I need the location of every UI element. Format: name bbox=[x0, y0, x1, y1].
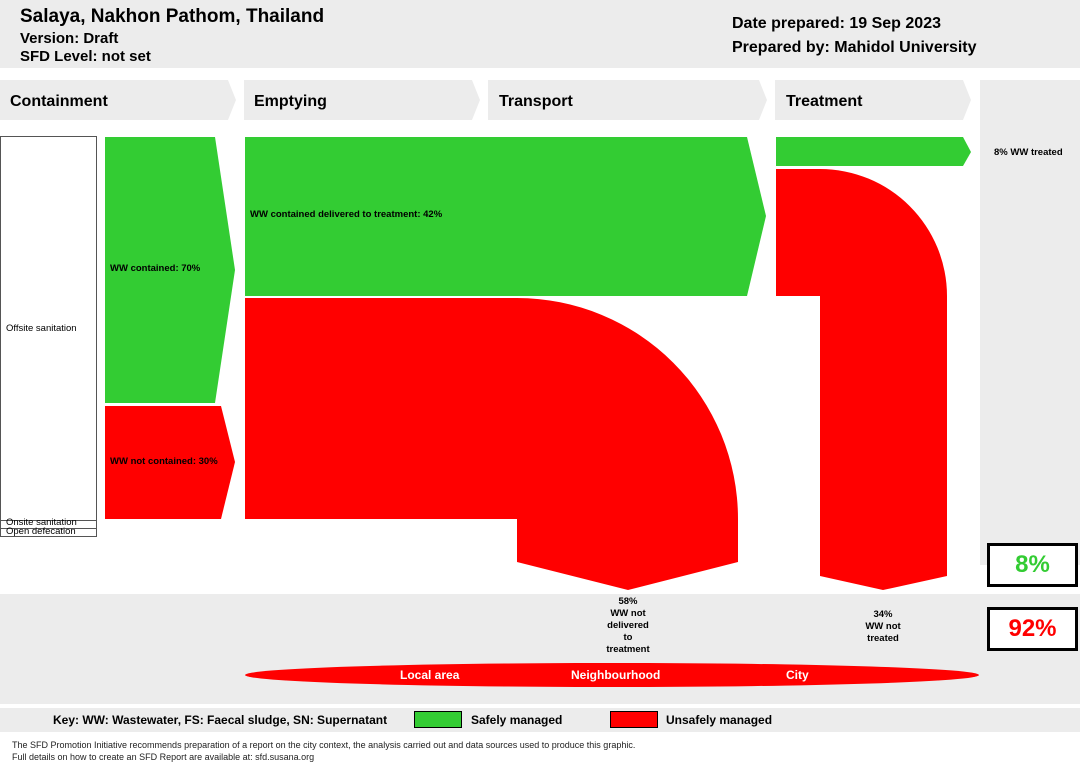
onsite-sanitation-label: Onsite sanitation bbox=[6, 517, 77, 528]
stage-label-containment: Containment bbox=[10, 93, 108, 110]
prepared-by: Prepared by: Mahidol University bbox=[732, 39, 977, 56]
safe-swatch bbox=[414, 711, 462, 728]
ww-not-contained-arrow bbox=[105, 406, 235, 519]
ww-delivered-label: WW contained delivered to treatment: 42% bbox=[250, 209, 443, 220]
stage-arrow-transport bbox=[488, 80, 767, 120]
ww-not-treated-flow bbox=[776, 169, 947, 590]
sfd-level-label: SFD Level: not set bbox=[20, 48, 151, 65]
key-bar bbox=[0, 708, 1080, 732]
header-band bbox=[0, 0, 1080, 68]
ww-not-contained-label: WW not contained: 30% bbox=[110, 456, 218, 467]
key-text: Key: WW: Wastewater, FS: Faecal sludge, … bbox=[53, 713, 388, 727]
not-delivered-line: treatment bbox=[606, 644, 650, 655]
ww-not-delivered-flow bbox=[245, 298, 738, 590]
not-treated-label: 34% WW not treated bbox=[843, 609, 923, 645]
version-label: Version: Draft bbox=[20, 30, 119, 47]
outcome-column bbox=[980, 80, 1080, 565]
unsafe-total-box: 92% bbox=[987, 607, 1078, 651]
city-title: Salaya, Nakhon Pathom, Thailand bbox=[20, 6, 325, 27]
ww-contained-label: WW contained: 70% bbox=[110, 263, 201, 274]
safe-total-box: 8% bbox=[987, 543, 1078, 587]
ww-contained-arrow bbox=[105, 137, 235, 403]
stage-label-transport: Transport bbox=[499, 93, 573, 110]
unsafe-key-label: Unsafely managed bbox=[666, 713, 773, 727]
offsite-sanitation-box bbox=[0, 136, 97, 521]
not-treated-line: WW not bbox=[865, 621, 901, 632]
not-delivered-line: delivered bbox=[607, 620, 649, 631]
stage-label-treatment: Treatment bbox=[786, 93, 863, 110]
open-defecation-box bbox=[0, 528, 97, 537]
stage-arrow-emptying bbox=[244, 80, 480, 120]
area-local: Local area bbox=[400, 668, 460, 682]
offsite-sanitation-label: Offsite sanitation bbox=[6, 323, 77, 334]
footer-note: The SFD Promotion Initiative recommends … bbox=[12, 740, 636, 750]
stage-arrow-treatment bbox=[775, 80, 971, 120]
open-defecation-label: Open defecation bbox=[6, 526, 76, 537]
not-delivered-line: WW not bbox=[610, 608, 646, 619]
ww-treated-label: 8% WW treated bbox=[994, 147, 1063, 158]
area-city: City bbox=[786, 668, 809, 682]
not-treated-line: treated bbox=[867, 633, 899, 644]
ww-treated-arrow bbox=[776, 137, 971, 166]
not-delivered-line: to bbox=[623, 632, 633, 643]
not-delivered-label: 58% WW not delivered to treatment bbox=[588, 596, 668, 656]
not-delivered-pct: 58% bbox=[618, 596, 638, 607]
unsafe-swatch bbox=[610, 711, 658, 728]
stage-arrow-containment bbox=[0, 80, 236, 120]
date-prepared: Date prepared: 19 Sep 2023 bbox=[732, 15, 941, 32]
ww-delivered-arrow bbox=[245, 137, 766, 296]
not-treated-pct: 34% bbox=[873, 609, 893, 620]
area-neighbourhood: Neighbourhood bbox=[571, 668, 661, 682]
stage-label-emptying: Emptying bbox=[254, 93, 327, 110]
safe-key-label: Safely managed bbox=[471, 713, 563, 727]
footer-link: Full details on how to create an SFD Rep… bbox=[12, 752, 315, 762]
area-ellipse bbox=[245, 663, 979, 687]
